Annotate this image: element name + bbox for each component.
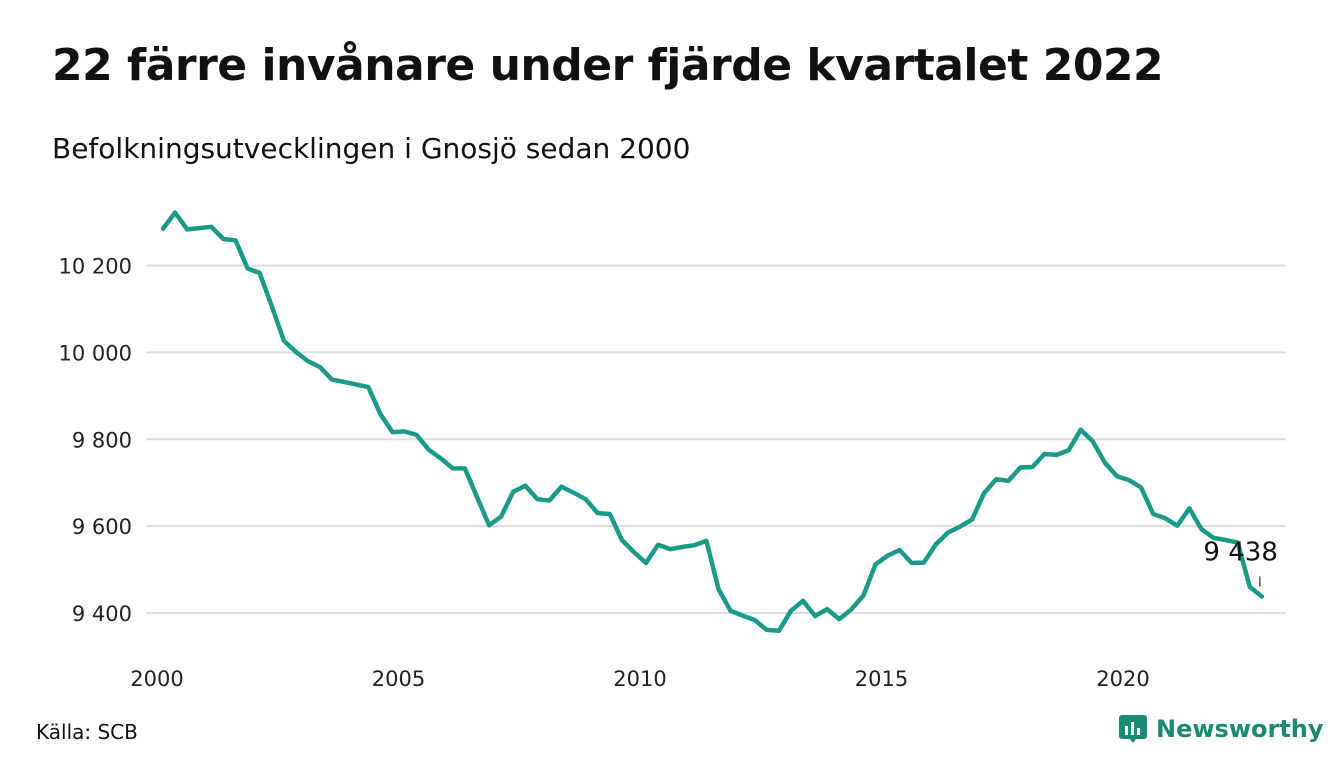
y-tick-label: 10 200	[59, 255, 132, 279]
gridlines	[146, 264, 1286, 614]
newsworthy-logo-icon	[1119, 715, 1147, 743]
y-tick-label: 10 000	[59, 341, 132, 365]
chart-subtitle: Befolkningsutvecklingen i Gnosjö sedan 2…	[52, 132, 691, 165]
x-tick-label: 2010	[613, 667, 666, 691]
line-chart: 9 400 9 600 9 800 10 000 10 200 2000 2005 2010…	[59, 210, 1286, 691]
x-tick-label: 2005	[372, 667, 425, 691]
series-layer	[160, 210, 1265, 634]
annotation-layer: 9 438	[1203, 537, 1278, 587]
chart-title: 22 färre invånare under fjärde kvartalet…	[52, 40, 1164, 91]
series-line	[160, 210, 1265, 634]
brand-logo[interactable]: Newsworthy	[1118, 714, 1324, 744]
y-tick-label: 9 600	[72, 515, 132, 539]
y-tick-label: 9 400	[72, 602, 132, 626]
annotation-label: 9 438	[1203, 537, 1277, 567]
y-tick-label: 9 800	[72, 428, 132, 452]
x-tick-label: 2000	[130, 667, 183, 691]
x-axis-ticks: 2000 2005 2010 2015 2020	[130, 667, 1149, 691]
brand-name: Newsworthy	[1156, 715, 1324, 743]
x-tick-label: 2020	[1096, 667, 1149, 691]
source-label: Källa: SCB	[36, 720, 138, 744]
x-tick-label: 2015	[855, 667, 908, 691]
y-axis-ticks: 9 400 9 600 9 800 10 000 10 200	[59, 255, 132, 627]
